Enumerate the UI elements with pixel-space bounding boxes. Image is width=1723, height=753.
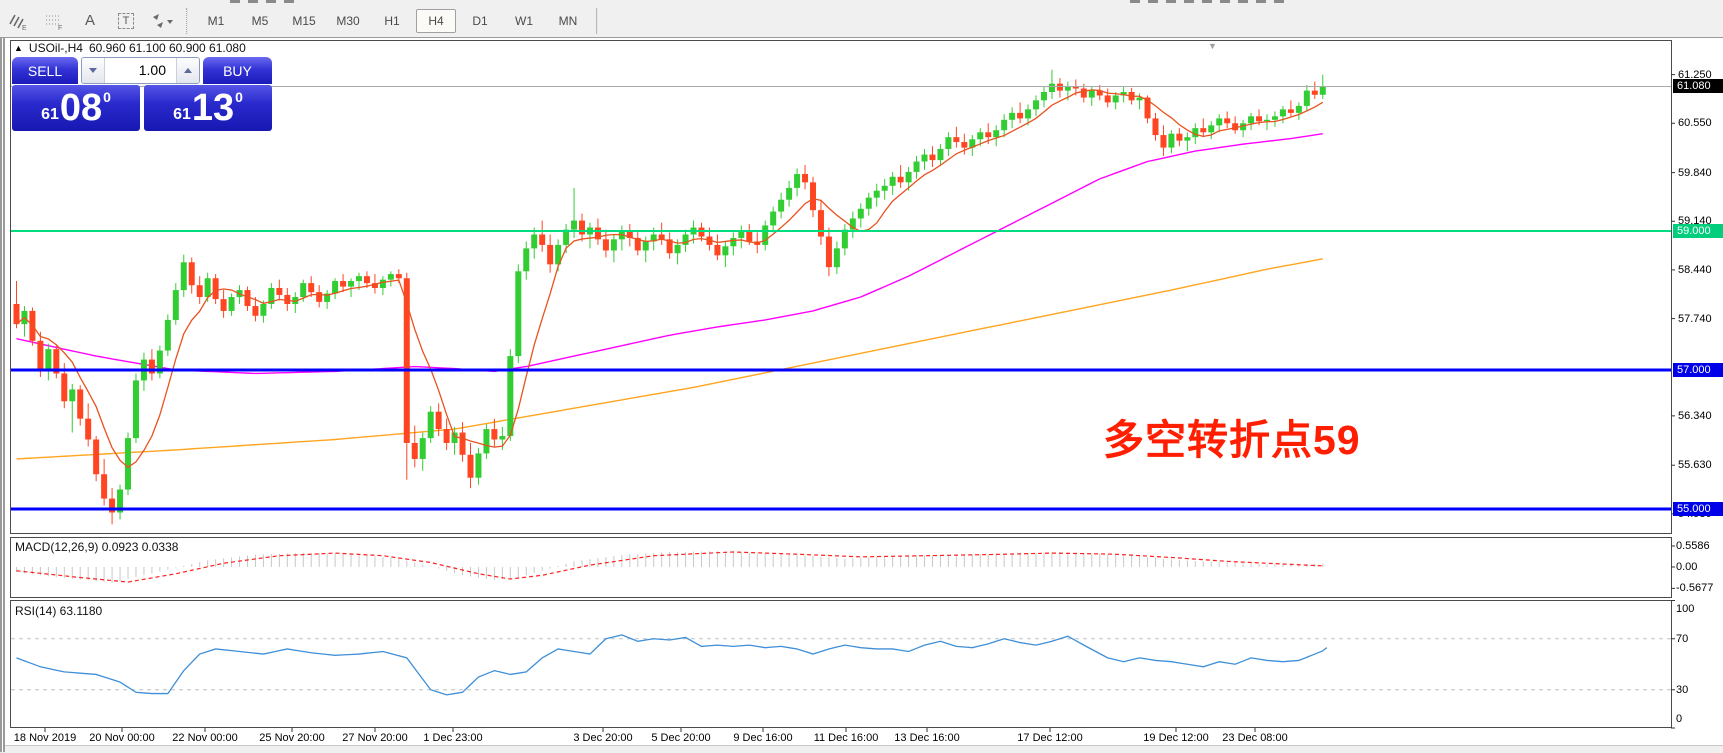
timeframe-button-M1[interactable]: M1: [207, 13, 225, 28]
time-axis-label: 13 Dec 16:00: [894, 732, 960, 744]
time-axis-label: 3 Dec 20:00: [573, 732, 633, 744]
toolbar: E F A T M1 M5 M15 M30 H1 H4 D1 W1 MN: [0, 0, 1723, 38]
axis-tick-label: 56.340: [1678, 409, 1712, 422]
timeframe-button-M5[interactable]: M5: [251, 13, 269, 28]
axis-tick-label: 58.440: [1678, 263, 1712, 276]
macd-label: MACD(12,26,9) 0.0923 0.0338: [15, 540, 179, 554]
time-axis-label: 9 Dec 16:00: [733, 732, 793, 744]
sell-price-sup: 0: [103, 89, 111, 105]
axis-tick-label: 70: [1676, 632, 1689, 645]
time-axis-label: 18 Nov 2019: [13, 732, 77, 744]
timeframe-button-M15[interactable]: M15: [292, 13, 316, 28]
toolbar-remnant: [230, 0, 300, 3]
buy-button[interactable]: BUY: [203, 57, 272, 84]
price-badge-59.000: 59.000: [1673, 224, 1723, 238]
axis-tick-label: 0.5586: [1676, 539, 1710, 552]
sell-price-display[interactable]: 61 08 0: [12, 85, 140, 131]
time-axis-label: 17 Dec 12:00: [1017, 732, 1083, 744]
buy-price-big: 13: [191, 87, 235, 129]
toolbar-separator: [186, 7, 188, 34]
time-axis-label: 11 Dec 16:00: [813, 732, 879, 744]
trade-panel: SELL 1.00 BUY 61 08 0 61 13 0: [12, 57, 272, 131]
timeframe-button-W1[interactable]: W1: [515, 13, 533, 28]
macd-panel[interactable]: [10, 537, 1672, 598]
sell-button[interactable]: SELL: [12, 57, 78, 84]
axis-tick-label: 0.00: [1676, 561, 1698, 573]
buy-price-sup: 0: [235, 89, 243, 105]
axis-tick-label: 57.740: [1678, 312, 1712, 325]
volume-decrease-button[interactable]: [82, 58, 105, 83]
symbol-title: ▲ USOil-,H4 60.960 61.100 60.900 61.080: [14, 41, 246, 55]
sell-price-big: 08: [59, 87, 103, 129]
time-axis-label: 19 Dec 12:00: [1143, 732, 1209, 744]
timeframe-button-D1[interactable]: D1: [472, 13, 488, 28]
volume-spinner: 1.00: [81, 57, 200, 84]
timeframe-group: M1 M5 M15 M30 H1 H4 D1 W1 MN: [194, 8, 590, 33]
scrollbar-strip[interactable]: [5, 745, 1723, 753]
caret-up-icon: [184, 68, 192, 73]
toolbar-remnant: [1130, 0, 1290, 3]
timeframe-button-H4[interactable]: H4: [416, 8, 456, 33]
svg-text:E: E: [22, 25, 27, 31]
time-axis-label: 5 Dec 20:00: [651, 732, 711, 744]
text-box-icon[interactable]: T: [110, 6, 142, 36]
volume-increase-button[interactable]: [176, 58, 199, 83]
caret-down-icon: [89, 68, 97, 73]
text-label-icon[interactable]: A: [84, 12, 95, 29]
time-axis-label: 25 Nov 20:00: [259, 732, 325, 744]
sell-price-prefix: 61: [41, 106, 59, 123]
time-axis-label: 22 Nov 00:00: [172, 732, 238, 744]
symbol-ohlc: 60.960 61.100 60.900 61.080: [88, 41, 246, 55]
buy-price-prefix: 61: [173, 106, 191, 123]
symbol-name: USOil-,H4: [28, 41, 83, 55]
grid-toggle-icon[interactable]: F: [38, 6, 70, 36]
rsi-label: RSI(14) 63.1180: [15, 604, 103, 618]
price-badge-61.080: 61.080: [1673, 79, 1723, 94]
timeframe-button-M30[interactable]: M30: [336, 13, 360, 28]
time-axis-label: 20 Nov 00:00: [89, 732, 155, 744]
axis-tick-label: 59.840: [1678, 166, 1712, 179]
axis-tick-label: 0: [1676, 713, 1683, 725]
toolbar-separator: [596, 7, 598, 34]
axis-tick-label: 30: [1676, 683, 1689, 696]
timeframe-button-MN[interactable]: MN: [558, 13, 578, 28]
axis-tick-label: -0.5677: [1676, 582, 1714, 595]
axis-tick-label: 100: [1676, 603, 1695, 615]
shift-marker-icon[interactable]: ▼: [1208, 41, 1217, 51]
price-badge-55.000: 55.000: [1673, 502, 1723, 516]
time-axis-label: 23 Dec 08:00: [1222, 732, 1288, 744]
timeframe-button-H1[interactable]: H1: [384, 13, 400, 28]
collapse-triangle-icon[interactable]: ▲: [14, 43, 23, 53]
axis-tick-label: 61.250: [1678, 68, 1712, 81]
price-badge-57.000: 57.000: [1673, 363, 1723, 377]
time-axis-label: 27 Nov 20:00: [342, 732, 408, 744]
svg-text:F: F: [58, 25, 62, 31]
chart-window: ▲ USOil-,H4 60.960 61.100 60.900 61.080 …: [0, 38, 1723, 753]
axis-tick-label: 55.630: [1678, 459, 1712, 472]
time-axis-label: 1 Dec 23:00: [423, 732, 483, 744]
chart-annotation-text[interactable]: 多空转折点59: [1103, 417, 1361, 463]
arrow-objects-icon[interactable]: [146, 6, 178, 36]
rsi-panel[interactable]: [10, 600, 1672, 728]
volume-input[interactable]: 1.00: [138, 62, 166, 78]
axis-tick-label: 60.550: [1678, 117, 1712, 130]
buy-price-display[interactable]: 61 13 0: [144, 85, 272, 131]
indicator-list-icon[interactable]: E: [2, 6, 34, 36]
